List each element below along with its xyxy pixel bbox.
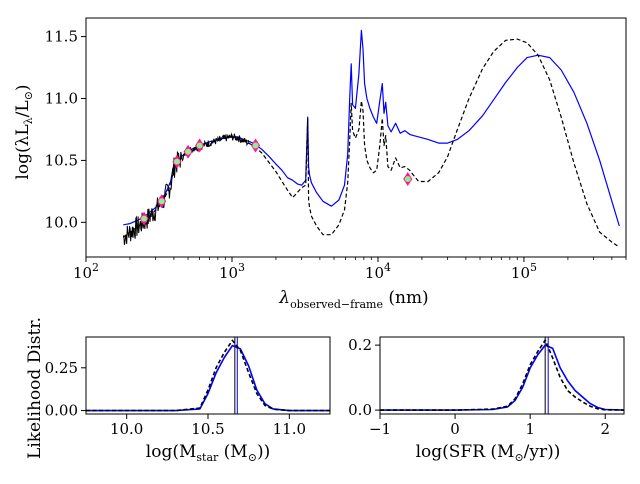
- sed-observed-point-core-0: [141, 215, 148, 222]
- mstar-xtick-label-0: 10.0: [110, 420, 143, 438]
- sfr-xtick-label-1: 0: [450, 420, 460, 438]
- sfr-xtick-label-2: 1: [525, 420, 535, 438]
- mstar-series-likelihood_solid: [86, 344, 330, 412]
- sed-ylabel-sub: λ: [22, 117, 35, 124]
- sed-ytick-label-1: 10.5: [45, 151, 78, 169]
- mstar-x-axis-label: log(Mstar (M⊙)): [146, 442, 270, 464]
- mstar-series-likelihood_dashed: [86, 339, 330, 412]
- sed-observed-point-core-4: [196, 142, 203, 149]
- sed-observed-point-core-3: [185, 148, 192, 155]
- sed-frame: [85, 17, 627, 258]
- sed-ytick-label-2: 11.0: [45, 89, 78, 107]
- svg-text:log(λLλ/L⊙): log(λLλ/L⊙): [13, 84, 35, 179]
- sfr-frame: [379, 336, 625, 415]
- sed-plot: log(λLλ/L⊙) λobserved−frame (nm) 102 103 1…: [13, 17, 627, 311]
- sfr-ytick-label-1: 0.2: [348, 336, 372, 354]
- sed-x-axis-label: λobserved−frame (nm): [278, 288, 428, 311]
- sed-xlabel-unit: (nm): [383, 288, 429, 308]
- sed-ylabel-mid: /L: [13, 100, 33, 117]
- sfr-series-likelihood_dashed: [380, 339, 624, 411]
- mstar-ytick-label-1: 0.25: [45, 359, 78, 377]
- mstar-plot-area: [86, 337, 330, 414]
- sed-ytick-label-0: 10.0: [45, 213, 78, 231]
- sed-series-model_solid: [123, 29, 620, 227]
- mstar-frame: [85, 336, 331, 415]
- sed-xlabel-sub: observed−frame: [290, 298, 383, 311]
- sfr-x-axis-label: log(SFR (M⊙/yr)): [416, 442, 561, 464]
- mstar-xlabel-post: )): [257, 442, 270, 462]
- mstar-xtick-label-2: 11.0: [273, 420, 306, 438]
- sed-ylabel-sun: ⊙: [22, 91, 35, 100]
- mstar-xtick-label-1: 10.5: [191, 420, 224, 438]
- sed-xtick-label-3: 105: [511, 261, 537, 282]
- mstar-xlabel-mid: (M: [218, 442, 247, 462]
- sed-y-axis-label: log(λLλ/L⊙): [13, 84, 35, 179]
- sfr-xlabel-pre: log(SFR (M: [416, 442, 515, 462]
- sed-ytick-label-3: 11.5: [45, 28, 78, 46]
- sed-plot-area: [122, 29, 620, 248]
- mstar-likelihood-plot: Likelihood Distr. log(Mstar (M⊙)) 10.0 10…: [25, 317, 331, 464]
- sed-xtick-label-2: 104: [365, 261, 391, 282]
- sed-observed-point-core-6: [404, 175, 411, 182]
- sfr-ytick-label-0: 0.0: [348, 401, 372, 419]
- sed-observed-point-core-1: [158, 198, 165, 205]
- mstar-xlabel-sun: ⊙: [248, 451, 257, 464]
- sfr-plot-area: [380, 337, 624, 414]
- sfr-xlabel-sun: ⊙: [514, 451, 523, 464]
- sfr-xtick-label-3: 2: [600, 420, 610, 438]
- sed-observed-point-core-2: [173, 158, 180, 165]
- sed-observed-point-core-5: [252, 142, 259, 149]
- sfr-likelihood-plot: log(SFR (M⊙/yr)) −1 0 1 2 0.0 0.2: [348, 336, 625, 464]
- likelihood-y-axis-label: Likelihood Distr.: [25, 317, 45, 459]
- sfr-xlabel-post: /yr)): [524, 442, 561, 462]
- sfr-series-likelihood_solid: [380, 344, 624, 411]
- sed-xtick-label-0: 102: [73, 261, 99, 282]
- sed-ylabel-pre: log(λL: [13, 124, 33, 179]
- sed-xtick-label-1: 103: [219, 261, 245, 282]
- mstar-ytick-label-0: 0.00: [45, 402, 78, 420]
- mstar-xlabel-sub: star: [196, 451, 219, 464]
- sed-ylabel-post: ): [13, 84, 33, 91]
- sed-xlabel-symbol: λ: [278, 288, 290, 308]
- sfr-xtick-label-0: −1: [369, 420, 391, 438]
- mstar-xlabel-pre: log(M: [146, 442, 197, 462]
